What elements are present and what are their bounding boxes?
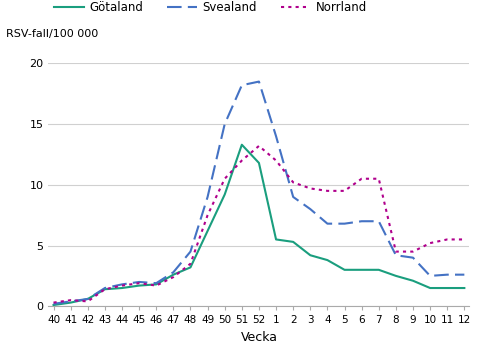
Norrland [85, 299, 91, 303]
Götaland [444, 286, 450, 290]
Götaland [188, 265, 194, 270]
Götaland [376, 268, 382, 272]
Norrland [290, 180, 296, 184]
Text: RSV-fall/100 000: RSV-fall/100 000 [6, 29, 99, 39]
Norrland [153, 283, 159, 288]
Norrland [461, 237, 467, 241]
Norrland [205, 213, 211, 217]
Götaland [324, 258, 330, 262]
Götaland [307, 253, 313, 257]
Svealand [307, 207, 313, 211]
Svealand [273, 134, 279, 138]
Götaland [170, 272, 176, 277]
Norrland [239, 158, 245, 163]
Norrland [222, 177, 227, 181]
Norrland [51, 301, 57, 305]
Norrland [68, 298, 74, 302]
Götaland [410, 279, 416, 283]
Svealand [153, 281, 159, 285]
Svealand [222, 122, 227, 126]
X-axis label: Vecka: Vecka [241, 331, 277, 344]
Norrland [393, 250, 399, 254]
Norrland [170, 275, 176, 279]
Götaland [393, 274, 399, 278]
Svealand [376, 219, 382, 224]
Götaland [427, 286, 433, 290]
Legend: Götaland, Svealand, Norrland: Götaland, Svealand, Norrland [54, 1, 367, 14]
Norrland [136, 281, 142, 285]
Svealand [342, 221, 348, 226]
Svealand [427, 274, 433, 278]
Svealand [136, 280, 142, 284]
Götaland [51, 303, 57, 307]
Norrland [102, 287, 108, 291]
Svealand [68, 299, 74, 303]
Götaland [119, 286, 125, 290]
Svealand [51, 302, 57, 306]
Götaland [85, 297, 91, 301]
Götaland [359, 268, 364, 272]
Svealand [444, 272, 450, 277]
Line: Norrland: Norrland [54, 146, 464, 303]
Götaland [153, 282, 159, 287]
Götaland [222, 193, 227, 197]
Line: Svealand: Svealand [54, 82, 464, 304]
Svealand [205, 195, 211, 199]
Norrland [324, 189, 330, 193]
Götaland [68, 301, 74, 305]
Götaland [256, 161, 262, 165]
Svealand [85, 297, 91, 301]
Svealand [461, 272, 467, 277]
Svealand [188, 250, 194, 254]
Svealand [102, 286, 108, 290]
Svealand [119, 282, 125, 287]
Svealand [170, 270, 176, 274]
Svealand [256, 80, 262, 84]
Svealand [410, 256, 416, 260]
Norrland [342, 189, 348, 193]
Götaland [342, 268, 348, 272]
Norrland [359, 177, 364, 181]
Svealand [290, 195, 296, 199]
Götaland [102, 287, 108, 291]
Norrland [188, 262, 194, 266]
Norrland [119, 283, 125, 288]
Line: Götaland: Götaland [54, 145, 464, 305]
Norrland [444, 237, 450, 241]
Götaland [290, 240, 296, 244]
Norrland [410, 250, 416, 254]
Norrland [256, 144, 262, 148]
Norrland [307, 186, 313, 190]
Norrland [427, 241, 433, 245]
Svealand [359, 219, 364, 224]
Götaland [273, 237, 279, 241]
Norrland [273, 158, 279, 163]
Götaland [239, 143, 245, 147]
Svealand [239, 83, 245, 87]
Götaland [136, 283, 142, 288]
Norrland [376, 177, 382, 181]
Svealand [393, 253, 399, 257]
Svealand [324, 221, 330, 226]
Götaland [461, 286, 467, 290]
Götaland [205, 229, 211, 233]
